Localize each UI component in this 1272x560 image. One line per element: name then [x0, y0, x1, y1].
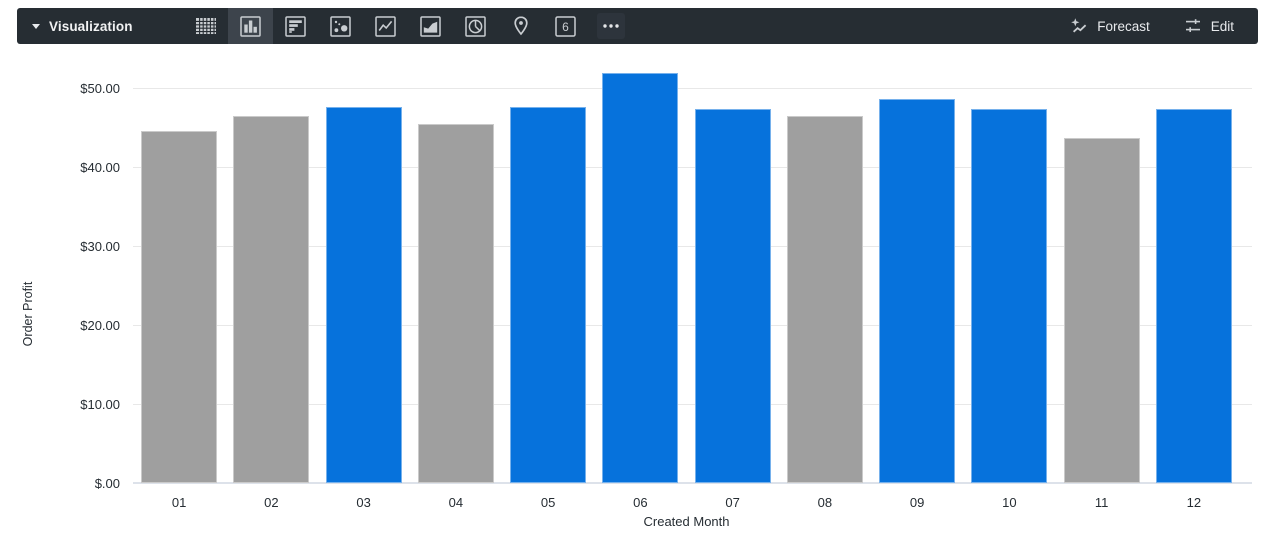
- area-chart-icon: [420, 15, 441, 37]
- bar-month-06[interactable]: [602, 72, 679, 483]
- bar-month-11[interactable]: [1063, 137, 1140, 483]
- visualization-menu-button[interactable]: Visualization: [17, 19, 183, 34]
- bar-month-03[interactable]: [325, 106, 402, 483]
- gridline: [133, 246, 1252, 247]
- edit-label: Edit: [1210, 18, 1234, 34]
- caret-down-icon: [32, 23, 40, 29]
- single-value-icon: 6: [555, 15, 576, 37]
- x-tick-label: 06: [633, 495, 648, 510]
- x-axis-title: Created Month: [643, 514, 730, 529]
- bar-month-01[interactable]: [141, 131, 218, 483]
- y-tick-label: $30.00: [80, 238, 120, 254]
- bar-month-02[interactable]: [233, 116, 310, 483]
- visualization-toolbar: Visualization: [17, 8, 1258, 44]
- x-tick-label: 01: [171, 495, 187, 510]
- bar-month-08[interactable]: [786, 115, 863, 483]
- gridline: [133, 167, 1252, 168]
- x-tick-label: 04: [448, 495, 464, 510]
- x-tick-label: 08: [817, 495, 833, 510]
- bar-chart-icon: [285, 15, 306, 37]
- forecast-icon: [1071, 18, 1087, 33]
- viz-type-single-value-button[interactable]: 6: [543, 8, 588, 44]
- more-icon: [596, 13, 625, 39]
- single-value-glyph: 6: [562, 20, 569, 34]
- viz-type-line-button[interactable]: [363, 8, 408, 44]
- edit-button[interactable]: Edit: [1184, 17, 1234, 35]
- viz-type-more-button[interactable]: [588, 8, 633, 44]
- x-tick-label: 09: [909, 495, 925, 510]
- scatter-plot-icon: [330, 15, 351, 37]
- toolbar-right-group: Forecast Edit: [1070, 17, 1258, 35]
- gridline: [133, 88, 1252, 89]
- bar-month-10[interactable]: [971, 109, 1048, 483]
- viz-type-area-button[interactable]: [408, 8, 453, 44]
- x-tick-label: 02: [264, 495, 279, 510]
- forecast-label: Forecast: [1097, 18, 1150, 34]
- x-axis-line: [133, 482, 1252, 484]
- gridline: [133, 325, 1252, 326]
- x-tick-label: 07: [725, 495, 740, 510]
- bar-month-04[interactable]: [417, 124, 494, 483]
- forecast-button[interactable]: Forecast: [1070, 17, 1150, 35]
- y-tick-label: $10.00: [80, 396, 120, 412]
- x-tick-label: 03: [356, 495, 371, 510]
- x-tick-label: 10: [1002, 495, 1017, 510]
- viz-type-scatter-button[interactable]: [318, 8, 363, 44]
- viz-type-map-button[interactable]: [498, 8, 543, 44]
- x-tick-label: 11: [1094, 495, 1109, 510]
- y-tick-label: $40.00: [80, 159, 120, 175]
- column-chart-icon: [240, 15, 261, 37]
- map-pin-icon: [513, 16, 528, 36]
- bar-month-12[interactable]: [1155, 108, 1232, 483]
- bar-month-05[interactable]: [510, 106, 587, 483]
- viz-type-table-button[interactable]: [183, 8, 228, 44]
- y-tick-label: $20.00: [80, 317, 120, 333]
- pie-chart-icon: [465, 15, 486, 37]
- visualization-label: Visualization: [49, 18, 133, 34]
- chart-type-row: 6: [183, 8, 633, 44]
- x-tick-label: 12: [1186, 495, 1202, 510]
- column-chart: Order Profit Created Month $.00 $10.00 $20…: [0, 44, 1272, 560]
- viz-type-bar-button[interactable]: [273, 8, 318, 44]
- y-tick-label: $50.00: [80, 80, 120, 96]
- gridline: [133, 404, 1252, 405]
- y-axis-title: Order Profit: [21, 281, 35, 347]
- bar-month-07[interactable]: [694, 109, 771, 483]
- table-icon: [195, 18, 216, 34]
- viz-type-column-button[interactable]: [228, 8, 273, 44]
- x-tick-label: 05: [540, 495, 556, 510]
- edit-settings-icon: [1185, 19, 1200, 32]
- line-chart-icon: [375, 15, 396, 37]
- y-tick-label: $.00: [94, 475, 120, 491]
- viz-type-pie-button[interactable]: [453, 8, 498, 44]
- bar-month-09[interactable]: [879, 99, 956, 483]
